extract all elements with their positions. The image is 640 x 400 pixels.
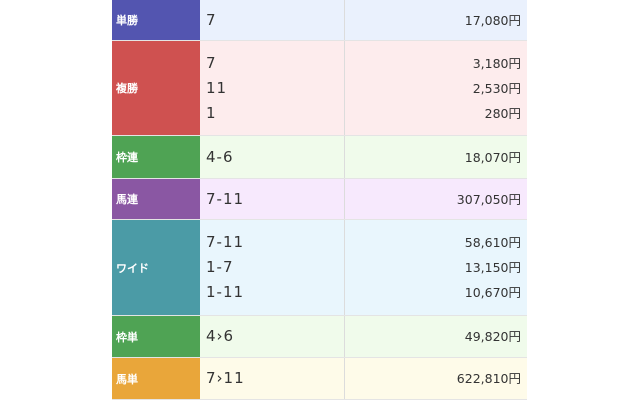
payout-amount: 18,070円: [464, 149, 521, 165]
combination-cell: 7 11 1: [200, 41, 345, 135]
payout-row: 単勝 7 17,080円: [112, 0, 527, 41]
combination: 4-6: [206, 147, 234, 166]
payout-cell: 18,070円: [345, 136, 527, 178]
bet-type-label: 複勝: [112, 41, 200, 135]
bet-type-label: 枠連: [112, 136, 200, 178]
combination-cell: 4›6: [200, 316, 345, 357]
payout-amount: 49,820円: [464, 329, 521, 344]
combination: 7›11: [206, 369, 245, 387]
combination: 7-11: [206, 189, 245, 208]
payout-cell: 307,050円: [345, 179, 527, 219]
combination: 1-11: [206, 283, 245, 301]
payout-row: ワイド 7-11 1-7 1-11 58,610円 13,150円 10,670円: [112, 220, 527, 316]
payout-row: 馬単 7›11 622,810円: [112, 358, 527, 400]
payout-amount: 622,810円: [456, 371, 521, 386]
payout-row: 複勝 7 11 1 3,180円 2,530円 280円: [112, 41, 527, 136]
combination: 1: [206, 103, 217, 122]
payout-amount: 58,610円: [464, 235, 521, 250]
payout-table: 単勝 7 17,080円 複勝 7 11 1 3,180円 2,530円 280円 枠連 4-6 18,…: [112, 0, 527, 400]
payout-amount: 307,050円: [456, 191, 521, 207]
combination: 7-11: [206, 233, 245, 251]
bet-type-label: 馬単: [112, 358, 200, 399]
combination-cell: 7: [200, 0, 345, 40]
combination-cell: 7-11 1-7 1-11: [200, 220, 345, 315]
combination-cell: 7›11: [200, 358, 345, 399]
bet-type-label: 単勝: [112, 0, 200, 40]
combination-cell: 4-6: [200, 136, 345, 178]
combination: 11: [206, 78, 228, 97]
payout-amount: 10,670円: [464, 285, 521, 300]
payout-row: 枠単 4›6 49,820円: [112, 316, 527, 358]
combination: 4›6: [206, 327, 235, 345]
combination: 7: [206, 10, 217, 29]
payout-cell: 58,610円 13,150円 10,670円: [345, 220, 527, 315]
payout-amount: 280円: [484, 105, 521, 121]
payout-amount: 3,180円: [472, 55, 521, 71]
combination: 7: [206, 53, 217, 72]
bet-type-label: 枠単: [112, 316, 200, 357]
payout-amount: 2,530円: [472, 80, 521, 96]
payout-cell: 3,180円 2,530円 280円: [345, 41, 527, 135]
bet-type-label: ワイド: [112, 220, 200, 315]
payout-row: 馬連 7-11 307,050円: [112, 179, 527, 220]
payout-amount: 17,080円: [464, 12, 521, 28]
bet-type-label: 馬連: [112, 179, 200, 219]
payout-cell: 622,810円: [345, 358, 527, 399]
combination: 1-7: [206, 258, 234, 276]
payout-amount: 13,150円: [464, 260, 521, 275]
payout-cell: 49,820円: [345, 316, 527, 357]
payout-row: 枠連 4-6 18,070円: [112, 136, 527, 179]
combination-cell: 7-11: [200, 179, 345, 219]
payout-cell: 17,080円: [345, 0, 527, 40]
